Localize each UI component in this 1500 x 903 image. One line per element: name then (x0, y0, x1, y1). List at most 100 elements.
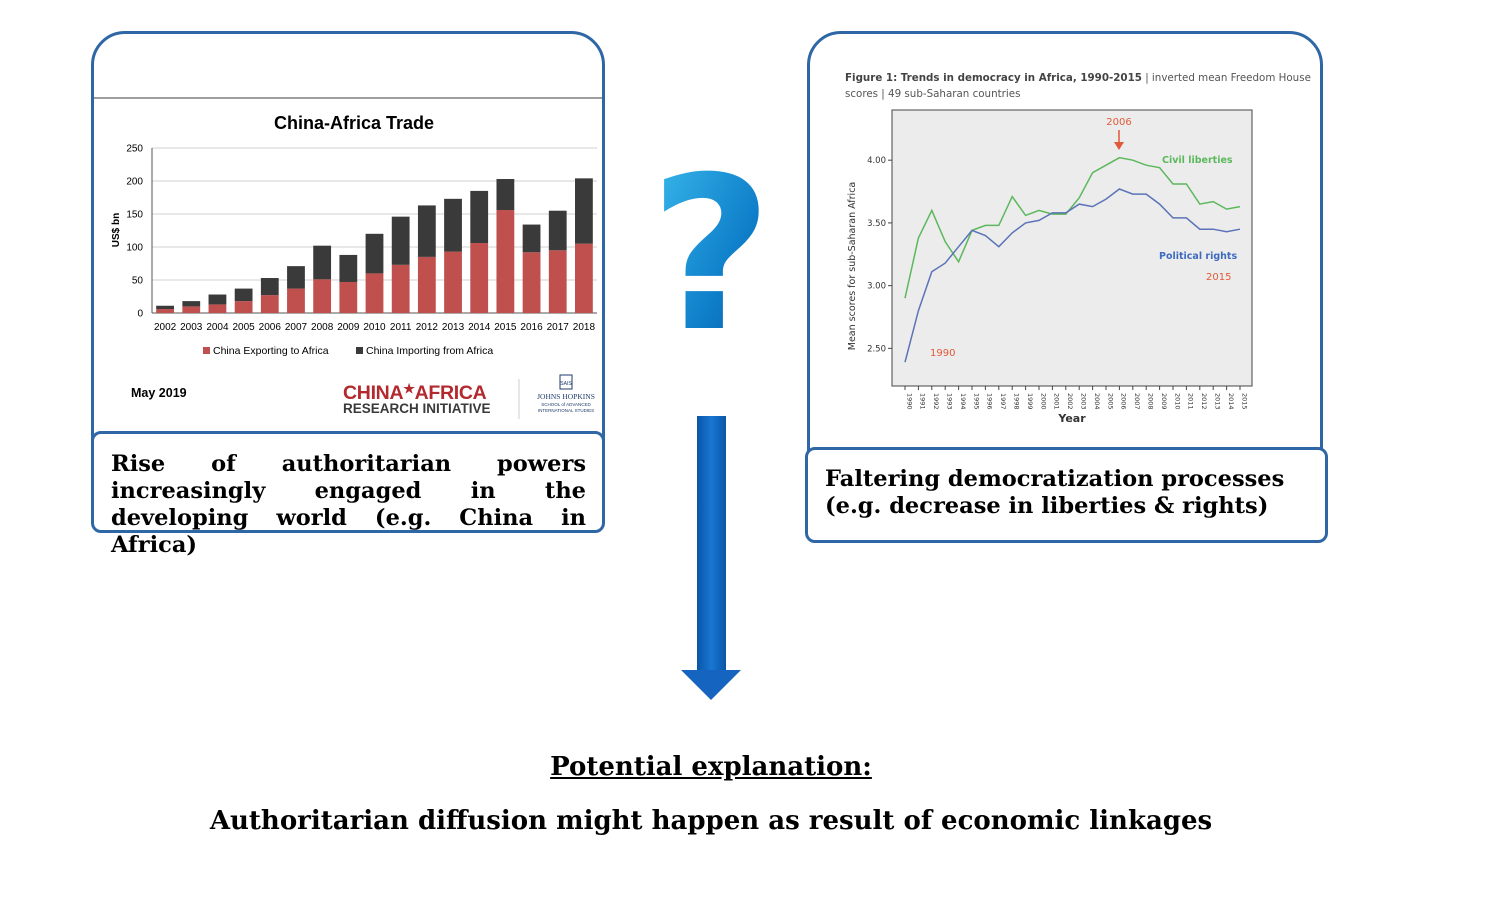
svg-text:SAIS: SAIS (560, 381, 572, 387)
x-tick-label: 1990 (905, 393, 913, 410)
bar-imports (208, 294, 227, 305)
chart-title: China-Africa Trade (274, 113, 434, 133)
x-tick-label: 2012 (1200, 393, 1208, 410)
x-tick-label: 2014 (468, 322, 491, 333)
x-tick-label: 1997 (999, 393, 1007, 410)
svg-text:RESEARCH INITIATIVE: RESEARCH INITIATIVE (343, 401, 491, 416)
bar-exports (496, 210, 515, 313)
bar-imports (548, 210, 567, 251)
y-tick-label: 0 (137, 309, 143, 320)
date-note: May 2019 (131, 386, 187, 400)
y-axis-label: Mean scores for sub-Saharan Africa (847, 182, 858, 350)
y-tick-label: 100 (126, 243, 143, 254)
legend-swatch-exports (203, 347, 210, 354)
y-tick-label: 3.00 (867, 282, 886, 292)
x-tick-label: 2007 (1133, 393, 1141, 410)
x-axis-label: Year (1057, 412, 1086, 425)
arrow-down-icon (681, 416, 741, 700)
x-tick-label: 2004 (206, 322, 229, 333)
bar-imports (287, 266, 305, 289)
figure-title: Figure 1: Trends in democracy in Africa,… (845, 72, 1311, 84)
x-tick-label: 2003 (1080, 393, 1088, 410)
bar-exports (208, 304, 227, 313)
bar-imports (234, 288, 253, 302)
bar-exports (470, 243, 489, 313)
y-tick-label: 250 (126, 144, 143, 155)
svg-text:JOHNS HOPKINS: JOHNS HOPKINS (537, 392, 595, 401)
x-tick-label: 2004 (1093, 393, 1101, 410)
svg-text:SCHOOL of ADVANCED: SCHOOL of ADVANCED (541, 402, 591, 407)
x-tick-label: 2009 (337, 322, 360, 333)
y-tick-label: 50 (132, 276, 144, 287)
bar-exports (260, 295, 279, 313)
sais-seal-icon (559, 374, 573, 390)
y-tick-label: 4.00 (867, 156, 886, 166)
figure-title-line2: scores | 49 sub-Saharan countries (845, 88, 1020, 100)
x-tick-label: 1992 (932, 393, 940, 410)
x-tick-label: 2015 (1240, 393, 1248, 410)
x-tick-label: 2010 (1173, 393, 1181, 410)
x-tick-label: 1998 (1013, 393, 1021, 410)
democracy-trends-chart: Figure 1: Trends in democracy in Africa,… (845, 72, 1311, 425)
x-tick-label: 2002 (154, 322, 177, 333)
bar-imports (522, 224, 541, 253)
x-tick-label: 2002 (1066, 393, 1074, 410)
bar-imports (496, 179, 515, 211)
series-label-civil-liberties: Civil liberties (1162, 155, 1233, 166)
x-tick-label: 2014 (1227, 393, 1235, 410)
x-tick-label: 1991 (919, 393, 927, 410)
x-tick-label: 2000 (1039, 393, 1047, 410)
x-tick-label: 2013 (442, 322, 465, 333)
annotation-2015: 2015 (1206, 272, 1231, 283)
democracy-trends-panel: Figure 1: Trends in democracy in Africa,… (807, 31, 1323, 462)
question-mark-icon: ? (650, 131, 773, 378)
annotation-2006: 2006 (1106, 117, 1131, 128)
x-tick-label: 2013 (1214, 393, 1222, 410)
bar-imports (156, 305, 174, 310)
bar-imports (313, 245, 332, 280)
bar-imports (444, 198, 462, 252)
bar-exports (182, 306, 201, 313)
x-tick-label: 1995 (972, 393, 980, 410)
bar-exports (391, 264, 410, 313)
series-label-political-rights: Political rights (1159, 251, 1237, 262)
x-tick-label: 2018 (573, 322, 596, 333)
x-tick-label: 1993 (946, 393, 954, 410)
chart-legend: China Exporting to Africa China Importin… (203, 345, 493, 357)
legend-label-exports: China Exporting to Africa (213, 345, 329, 357)
x-tick-label: 2011 (1187, 393, 1195, 410)
x-tick-label: 2010 (363, 322, 386, 333)
bar-exports (287, 288, 305, 313)
x-tick-label: 1996 (986, 393, 994, 410)
china-africa-trade-chart: China-Africa Trade US$ bn 0 50 100 150 200 25… (94, 97, 602, 419)
bar-imports (391, 216, 410, 265)
annotation-1990: 1990 (930, 348, 955, 359)
bar-exports (444, 251, 462, 313)
x-tick-label: 2017 (547, 322, 570, 333)
conclusion-text: Authoritarian diffusion might happen as … (209, 806, 1213, 836)
x-tick-label: 2015 (494, 322, 517, 333)
political-rights-line (904, 188, 1241, 363)
y-tick-label: 200 (126, 177, 143, 188)
bar-exports (575, 243, 593, 313)
x-tick-label: 2012 (416, 322, 439, 333)
y-tick-label: 3.50 (867, 219, 886, 229)
bar-exports (522, 252, 541, 313)
left-caption: Rise of authoritarian powers increasingl… (91, 431, 605, 558)
y-tick-label: 150 (126, 210, 143, 221)
bar-exports (548, 250, 567, 313)
china-africa-trade-panel: China-Africa Trade US$ bn 0 50 100 150 200 25… (91, 31, 605, 457)
bar-exports (365, 273, 384, 313)
bar-imports (470, 190, 489, 244)
bar-imports (260, 278, 279, 296)
plot-area (891, 109, 1253, 387)
svg-text:CHINA★AFRICA: CHINA★AFRICA (343, 381, 487, 404)
bar-exports (417, 256, 436, 313)
x-tick-label: 2011 (390, 322, 412, 333)
x-tick-label: 2006 (1120, 393, 1128, 410)
x-tick-label: 2007 (285, 322, 308, 333)
bar-imports (365, 233, 384, 274)
bar-exports (339, 281, 358, 313)
x-tick-label: 2008 (311, 322, 334, 333)
johns-hopkins-sais-logo: SAIS JOHNS HOPKINS SCHOOL of ADVANCED IN… (537, 374, 595, 413)
